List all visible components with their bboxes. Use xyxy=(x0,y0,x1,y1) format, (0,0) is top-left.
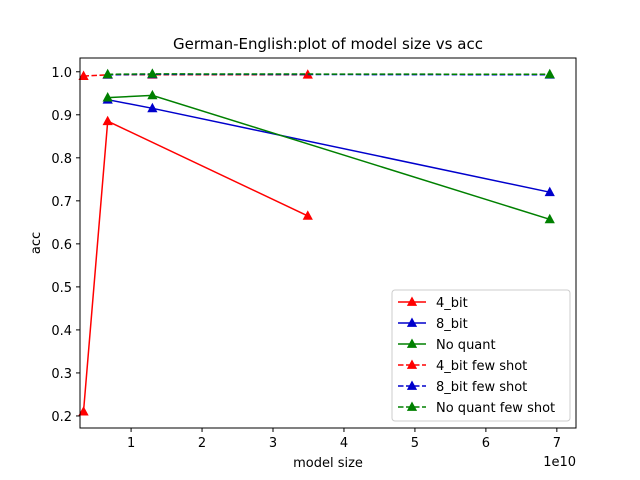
x-tick-label: 3 xyxy=(269,436,277,451)
x-tick-label: 7 xyxy=(553,436,561,451)
y-axis-label: acc xyxy=(29,232,44,254)
plot-lines xyxy=(78,68,555,416)
x-tick-label: 6 xyxy=(482,436,490,451)
x-tick-label: 1 xyxy=(127,436,135,451)
legend-label: 4_bit few shot xyxy=(436,359,527,374)
y-tick-label: 1.0 xyxy=(51,66,72,81)
x-tick-label: 4 xyxy=(340,436,348,451)
legend-label: 8_bit few shot xyxy=(436,380,527,395)
legend-label: No quant few shot xyxy=(436,401,555,416)
data-point xyxy=(102,115,113,126)
legend: 4_bit 8_bit No quant 4_bit few shot 8_bit fe… xyxy=(391,289,571,422)
chart-title: German-English:plot of model size vs acc xyxy=(173,35,483,53)
y-tick-label: 0.9 xyxy=(51,109,72,124)
data-point xyxy=(78,406,89,416)
legend-marker xyxy=(406,338,418,348)
data-point xyxy=(102,92,113,102)
plot-frame xyxy=(79,57,577,429)
y-tick-label: 0.4 xyxy=(51,324,72,339)
data-point xyxy=(78,70,89,80)
y-tick-label: 0.5 xyxy=(51,281,72,296)
data-point xyxy=(544,213,555,224)
y-axis-ticks: 0.2 0.3 0.4 0.5 0.6 0.7 0.8 0.9 1.0 xyxy=(51,66,80,425)
legend-marker xyxy=(406,359,418,369)
legend-label: 4_bit xyxy=(436,296,468,311)
legend-frame xyxy=(391,289,571,422)
legend-marker xyxy=(406,401,418,411)
x-tick-label: 2 xyxy=(198,436,206,451)
data-point xyxy=(147,68,158,78)
legend-marker xyxy=(406,296,418,306)
legend-marker xyxy=(406,380,418,390)
legend-label: 8_bit xyxy=(436,317,468,332)
y-tick-label: 0.3 xyxy=(51,367,72,382)
data-point xyxy=(544,68,555,79)
y-tick-label: 0.7 xyxy=(51,195,72,210)
data-point xyxy=(302,210,313,220)
y-tick-label: 0.6 xyxy=(51,238,72,253)
data-point xyxy=(147,102,158,113)
y-tick-label: 0.8 xyxy=(51,152,72,167)
x-axis-label: model size xyxy=(293,456,363,471)
data-point xyxy=(102,68,113,79)
x-axis-ticks: 1 2 3 4 5 6 7 xyxy=(127,428,561,451)
x-tick-label: 5 xyxy=(411,436,419,451)
legend-label: No quant xyxy=(436,338,496,353)
legend-marker xyxy=(406,317,418,327)
y-tick-label: 0.2 xyxy=(51,410,72,425)
data-point xyxy=(147,89,158,100)
data-point xyxy=(544,186,555,197)
x-axis-offset-label: 1e10 xyxy=(543,455,576,470)
